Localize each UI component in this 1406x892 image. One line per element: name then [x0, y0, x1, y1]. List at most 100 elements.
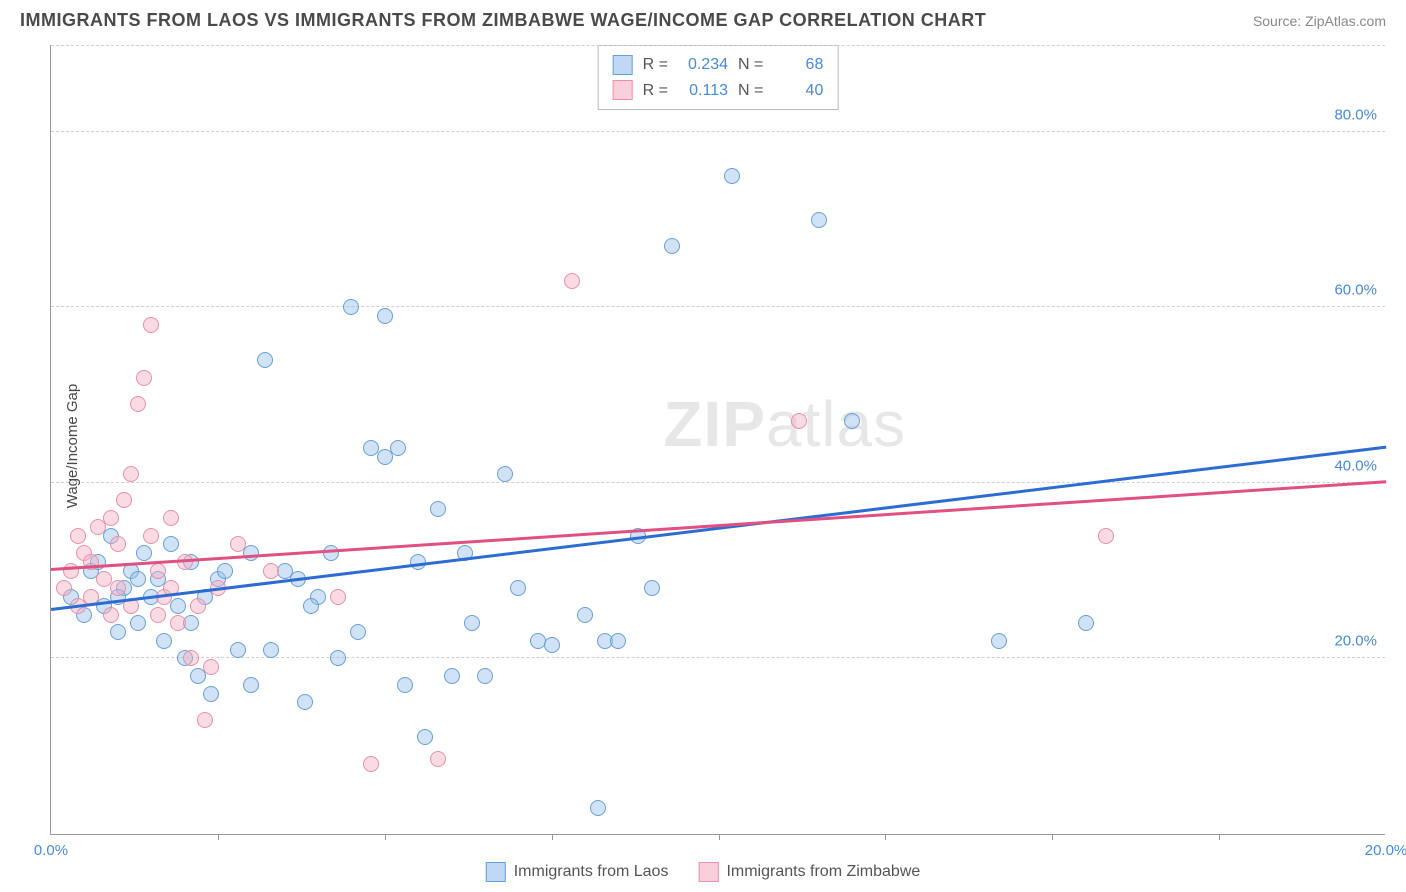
data-point-laos: [497, 466, 513, 482]
y-tick-label: 20.0%: [1334, 633, 1377, 650]
n-label: N =: [738, 52, 763, 78]
stats-row-laos: R = 0.234 N = 68: [613, 52, 824, 78]
data-point-laos: [477, 668, 493, 684]
data-point-laos: [343, 299, 359, 315]
legend-label-zimbabwe: Immigrants from Zimbabwe: [726, 863, 920, 881]
data-point-laos: [464, 615, 480, 631]
data-point-laos: [577, 607, 593, 623]
data-point-laos: [203, 686, 219, 702]
data-point-laos: [350, 624, 366, 640]
data-point-laos: [811, 212, 827, 228]
trendline-laos: [51, 445, 1386, 610]
data-point-laos: [323, 545, 339, 561]
gridline: [51, 131, 1385, 132]
data-point-zimbabwe: [183, 650, 199, 666]
y-tick-label: 40.0%: [1334, 457, 1377, 474]
n-label: N =: [738, 78, 763, 104]
data-point-zimbabwe: [110, 536, 126, 552]
x-tick-label: 20.0%: [1365, 842, 1406, 859]
data-point-laos: [724, 168, 740, 184]
data-point-laos: [130, 571, 146, 587]
data-point-laos: [444, 668, 460, 684]
data-point-laos: [243, 545, 259, 561]
trendline-zimbabwe: [51, 480, 1386, 570]
data-point-zimbabwe: [136, 370, 152, 386]
data-point-laos: [390, 440, 406, 456]
data-point-zimbabwe: [170, 615, 186, 631]
swatch-zimbabwe-icon: [698, 862, 718, 882]
data-point-laos: [217, 563, 233, 579]
data-point-laos: [991, 633, 1007, 649]
data-point-laos: [1078, 615, 1094, 631]
r-value-laos: 0.234: [678, 52, 728, 78]
data-point-zimbabwe: [103, 510, 119, 526]
data-point-zimbabwe: [56, 580, 72, 596]
data-point-zimbabwe: [263, 563, 279, 579]
r-label: R =: [643, 52, 668, 78]
data-point-zimbabwe: [791, 413, 807, 429]
data-point-zimbabwe: [110, 580, 126, 596]
data-point-laos: [377, 308, 393, 324]
gridline: [51, 306, 1385, 307]
data-point-laos: [397, 677, 413, 693]
stats-legend-box: R = 0.234 N = 68 R = 0.113 N = 40: [598, 45, 839, 110]
data-point-laos: [170, 598, 186, 614]
data-point-laos: [330, 650, 346, 666]
chart-plot-area: ZIPatlas R = 0.234 N = 68 R = 0.113 N = …: [50, 45, 1385, 835]
data-point-laos: [257, 352, 273, 368]
swatch-laos-icon: [486, 862, 506, 882]
y-tick-label: 60.0%: [1334, 282, 1377, 299]
data-point-laos: [156, 633, 172, 649]
data-point-zimbabwe: [150, 607, 166, 623]
data-point-zimbabwe: [564, 273, 580, 289]
data-point-zimbabwe: [103, 607, 119, 623]
data-point-laos: [136, 545, 152, 561]
data-point-zimbabwe: [123, 466, 139, 482]
data-point-zimbabwe: [70, 528, 86, 544]
n-value-laos: 68: [773, 52, 823, 78]
data-point-laos: [510, 580, 526, 596]
data-point-zimbabwe: [203, 659, 219, 675]
data-point-laos: [610, 633, 626, 649]
data-point-zimbabwe: [143, 528, 159, 544]
data-point-laos: [644, 580, 660, 596]
data-point-laos: [844, 413, 860, 429]
x-tick-label: 0.0%: [34, 842, 68, 859]
swatch-zimbabwe-icon: [613, 80, 633, 100]
stats-row-zimbabwe: R = 0.113 N = 40: [613, 78, 824, 104]
data-point-zimbabwe: [330, 589, 346, 605]
gridline: [51, 482, 1385, 483]
r-label: R =: [643, 78, 668, 104]
data-point-zimbabwe: [363, 756, 379, 772]
y-tick-label: 80.0%: [1334, 106, 1377, 123]
data-point-zimbabwe: [130, 396, 146, 412]
data-point-zimbabwe: [63, 563, 79, 579]
data-point-zimbabwe: [430, 751, 446, 767]
legend-item-laos: Immigrants from Laos: [486, 862, 669, 882]
data-point-laos: [297, 694, 313, 710]
data-point-zimbabwe: [1098, 528, 1114, 544]
data-point-laos: [430, 501, 446, 517]
data-point-laos: [664, 238, 680, 254]
legend-item-zimbabwe: Immigrants from Zimbabwe: [698, 862, 920, 882]
source-label: Source: ZipAtlas.com: [1253, 13, 1386, 29]
data-point-laos: [303, 598, 319, 614]
data-point-zimbabwe: [190, 598, 206, 614]
data-point-zimbabwe: [143, 317, 159, 333]
data-point-laos: [590, 800, 606, 816]
data-point-laos: [243, 677, 259, 693]
data-point-laos: [130, 615, 146, 631]
gridline: [51, 657, 1385, 658]
data-point-laos: [230, 642, 246, 658]
data-point-laos: [417, 729, 433, 745]
data-point-zimbabwe: [230, 536, 246, 552]
data-point-laos: [110, 624, 126, 640]
data-point-zimbabwe: [197, 712, 213, 728]
data-point-zimbabwe: [116, 492, 132, 508]
bottom-legend: Immigrants from Laos Immigrants from Zim…: [486, 862, 921, 882]
data-point-laos: [263, 642, 279, 658]
legend-label-laos: Immigrants from Laos: [514, 863, 669, 881]
data-point-zimbabwe: [150, 563, 166, 579]
n-value-zimbabwe: 40: [773, 78, 823, 104]
chart-title: IMMIGRANTS FROM LAOS VS IMMIGRANTS FROM …: [20, 10, 986, 31]
